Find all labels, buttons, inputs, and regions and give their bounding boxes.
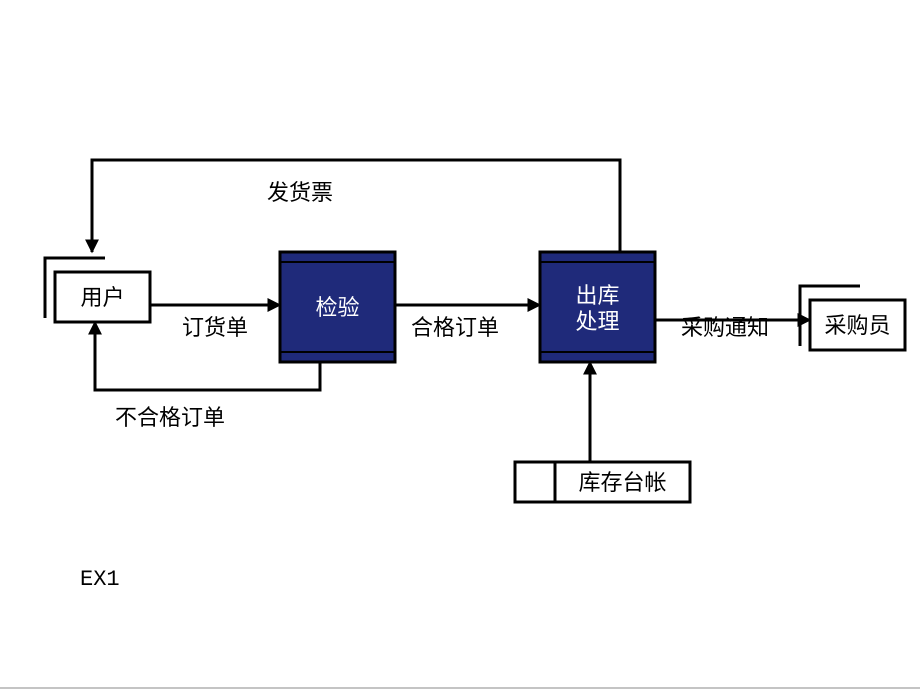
edge-label-order: 订货单 (182, 315, 248, 340)
flowchart: 订货单 合格订单 采购通知 发货票不合格订单 用户 检验 出库处理库存台帐 采购员 EX1 (0, 0, 920, 690)
stock-label: 库存台帐 (578, 470, 666, 495)
user-label: 用户 (80, 285, 124, 310)
buyer-label: 采购员 (824, 313, 890, 338)
edge-label-invalid-order: 不合格订单 (115, 405, 225, 430)
edge-label-purchase-note: 采购通知 (681, 315, 769, 340)
outproc-label: 处理 (575, 309, 619, 334)
edge-label-valid-order: 合格订单 (411, 315, 499, 340)
caption: EX1 (80, 567, 120, 592)
outproc-label: 出库 (575, 283, 619, 308)
check-label: 检验 (315, 295, 359, 320)
edge-label-invoice: 发货票 (267, 180, 333, 205)
